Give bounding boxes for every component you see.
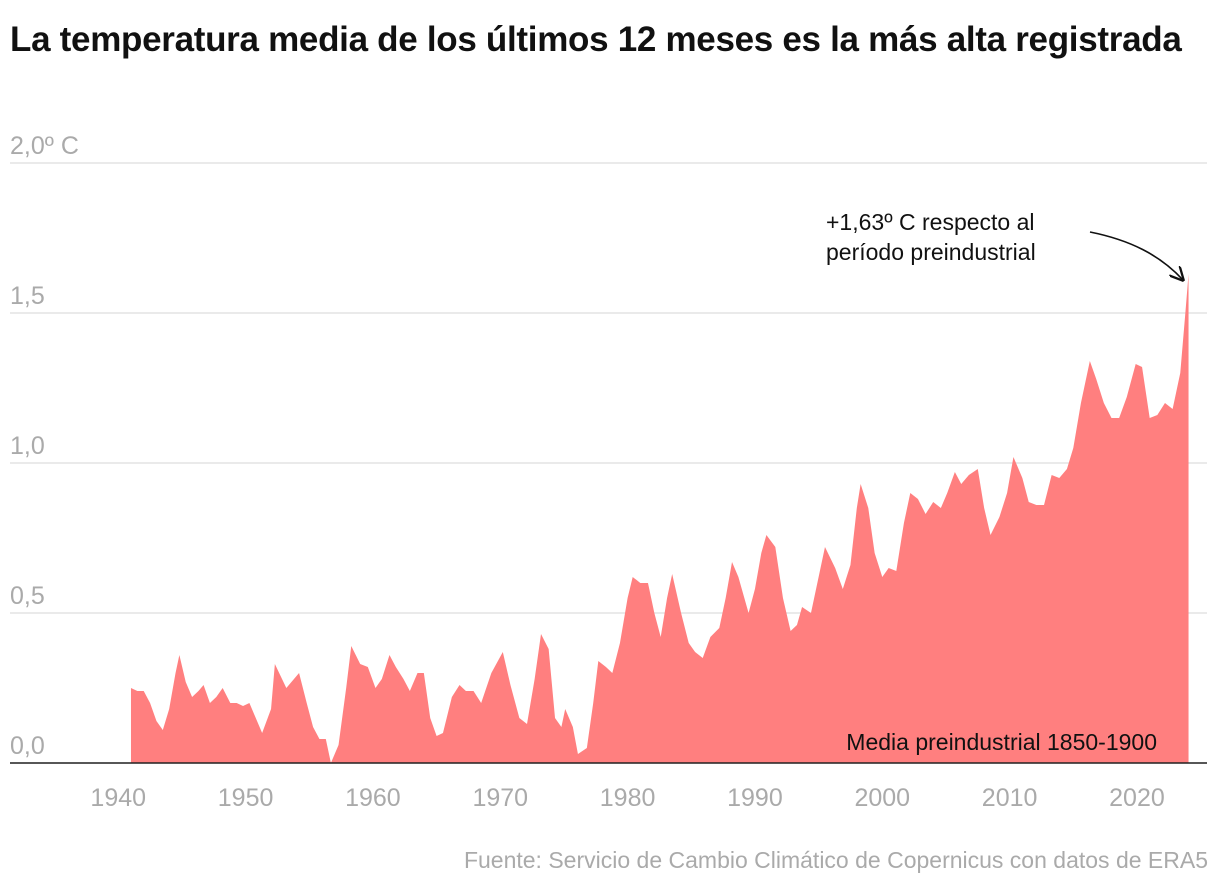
x-tick-label: 1940 [90,784,146,812]
annotation: período preindustrial [826,239,1036,265]
baseline-label: Media preindustrial 1850-1900 [846,729,1157,755]
x-tick-label: 2000 [854,784,910,812]
annotation: +1,63º C respecto al [826,209,1035,235]
y-tick-label: 1,5 [10,282,45,310]
source: Fuente: Servicio de Cambio Climático de … [464,847,1208,873]
y-tick-label: 0,0 [10,732,45,760]
annotation-arrow [1089,231,1183,280]
y-tick-label: 0,5 [10,582,45,610]
x-tick-label: 1950 [218,784,274,812]
x-tick-label: 2020 [1109,784,1165,812]
y-tick-label: 1,0 [10,432,45,460]
x-tick-label: 2010 [982,784,1038,812]
chart-title: La temperatura media de los últimos 12 m… [10,20,1182,59]
y-tick-label: 2,0º C [10,132,79,160]
x-tick-label: 1960 [345,784,401,812]
area [130,274,1189,763]
x-tick-label: 1970 [472,784,528,812]
x-tick-label: 1990 [727,784,783,812]
x-tick-label: 1980 [600,784,656,812]
